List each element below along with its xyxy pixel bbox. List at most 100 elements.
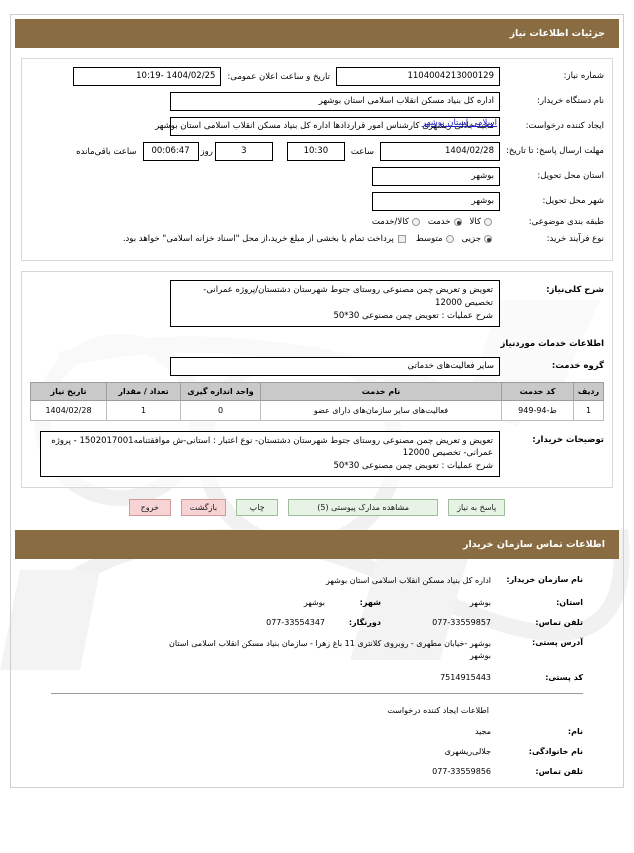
city-value: بوشهر — [372, 192, 500, 211]
radio-classification-khedmat[interactable] — [453, 218, 462, 227]
radio-process-motevaset[interactable] — [445, 234, 454, 243]
cell-code: ط-94-949 — [501, 399, 574, 421]
province-row: استان محل تحویل: بوشهر — [30, 167, 604, 186]
col-code: کد خدمت — [501, 381, 574, 401]
buyer-org-label: نام دستگاه خریدار: — [537, 96, 604, 107]
remaining-days-unit: روز — [200, 146, 213, 157]
requester-first-name-label: نام: — [567, 726, 583, 736]
contact-address-label: آدرس پستی: — [532, 637, 583, 647]
contact-fax-value: 077-33554347 — [266, 617, 325, 627]
contact-address-row: آدرس پستی: بوشهر -خیابان مطهری - روبروی … — [51, 638, 583, 662]
buyer-notes-line-2: عمرانی- تخصیص 12000 — [402, 448, 493, 459]
radio-process-jozi-label: جزیی — [461, 233, 481, 244]
checkbox-treasury-docs[interactable] — [397, 234, 406, 243]
remaining-time-value: 00:06:47 — [142, 142, 199, 161]
deadline-row: مهلت ارسال پاسخ: تا تاریخ: 1404/02/28 سا… — [30, 142, 604, 161]
radio-classification-kala-khedmat-label: کالا/خدمت — [371, 217, 409, 228]
requester-last-name-label: نام خانوادگی: — [528, 746, 583, 756]
print-button[interactable]: چاپ — [236, 498, 279, 516]
page-title: جزئیات اطلاعات نیاز — [15, 19, 619, 48]
province-value: بوشهر — [372, 167, 500, 186]
contact-location-row: استان: بوشهر شهر: بوشهر — [51, 598, 583, 607]
buyer-notes-label: توضیحات خریدار: — [532, 434, 604, 445]
province-label: استان محل تحویل: — [537, 171, 604, 182]
action-buttons: پاسخ به نیاز مشاهده مدارک پیوستی (5) چاپ… — [11, 498, 623, 516]
back-button[interactable]: بازگشت — [180, 498, 227, 516]
need-details-panel: شماره نیاز: 1104004213000129 تاریخ و ساع… — [21, 58, 613, 262]
exit-button[interactable]: خروج — [128, 498, 171, 516]
deadline-hour-value: 10:30 — [286, 142, 345, 161]
contact-city-value: بوشهر — [303, 597, 325, 607]
services-section-title: اطلاعات خدمات موردنیاز — [500, 338, 604, 349]
cell-row: 1 — [573, 399, 604, 421]
radio-process-motevaset-label: متوسط — [415, 233, 443, 244]
creator-row: ایجاد کننده درخواست: مجید جلالی ریشهری ک… — [30, 117, 604, 136]
deadline-label: مهلت ارسال پاسخ: تا تاریخ: — [506, 145, 604, 156]
contact-info: نام سازمان خریدار: اداره کل بنیاد مسکن ا… — [51, 575, 583, 682]
view-attachments-button[interactable]: مشاهده مدارک پیوستی (5) — [288, 498, 439, 516]
creator-value: مجید جلالی ریشهری کارشناس امور قراردادها… — [155, 117, 500, 136]
section-divider — [51, 692, 583, 694]
deadline-hour-label: ساعت — [350, 146, 374, 157]
requester-phone-row: تلفن تماس: 077-33559856 — [51, 767, 583, 776]
services-table: ردیف کد خدمت نام خدمت واحد اندازه گیری ت… — [30, 381, 604, 421]
summary-line-1: تعویض و تعریض چمن مصنوعی روستای جتوط شهر… — [203, 285, 493, 308]
summary-label: شرح کلی‌نیاز: — [546, 285, 604, 296]
deadline-date-value: 1404/02/28 — [380, 142, 500, 161]
radio-classification-khedmat-label: خدمت — [427, 217, 451, 228]
contact-org-row: نام سازمان خریدار: اداره کل بنیاد مسکن ا… — [51, 575, 583, 587]
contact-phone-label: تلفن تماس: — [535, 617, 583, 627]
process-row: نوع فرآیند خرید: جزیی متوسط پرداخت تمام … — [30, 234, 604, 245]
contact-province-value: بوشهر — [469, 597, 491, 607]
contact-postal-row: کد پستی: 7514915443 — [51, 673, 583, 682]
need-number-row: شماره نیاز: 1104004213000129 تاریخ و ساع… — [30, 67, 604, 86]
service-group-label: گروه خدمت: — [551, 360, 604, 371]
contact-org-label: نام سازمان خریدار: — [506, 574, 583, 584]
buyer-org-value: اداره کل بنیاد مسکن انقلاب اسلامی استان … — [170, 92, 500, 111]
need-number-value: 1104004213000129 — [336, 67, 500, 86]
requester-first-name-row: نام: مجید — [51, 727, 583, 736]
contact-postal-label: کد پستی: — [545, 672, 583, 682]
buyer-notes-line-1: تعویض و تعریض چمن مصنوعی روستای جتوط شهر… — [51, 435, 493, 446]
cell-name: فعالیت‌های سایر سازمان‌های دارای عضو — [260, 399, 502, 421]
radio-process-jozi[interactable] — [484, 234, 492, 243]
col-row: ردیف — [573, 381, 604, 401]
contact-postal-value: 7514915443 — [440, 672, 491, 682]
contact-phone-row: تلفن تماس: 077-33559857 دورنگار: 077-335… — [51, 618, 583, 627]
contact-address-value: بوشهر -خیابان مطهری - روبروی کلانتری 11 … — [169, 638, 491, 660]
service-group-value: سایر فعالیت‌های خدماتی — [170, 356, 500, 376]
checkbox-treasury-docs-label: پرداخت تمام یا بخشی از مبلغ خرید،از محل … — [122, 233, 394, 244]
contact-phone-value: 077-33559857 — [432, 617, 491, 627]
contact-section-title: اطلاعات تماس سازمان خریدار — [15, 529, 619, 559]
service-group-row: گروه خدمت: سایر فعالیت‌های خدماتی — [30, 356, 604, 376]
buyer-notes-line-3: شرح عملیات : تعویض چمن مصنوعی 30*50 — [333, 461, 493, 471]
contact-city-label: شهر: — [359, 597, 381, 607]
respond-to-need-button[interactable]: پاسخ به نیاز — [448, 498, 506, 516]
requester-phone-value: 077-33559856 — [432, 766, 491, 776]
col-unit: واحد اندازه گیری — [180, 381, 261, 401]
contact-fax-label: دورنگار: — [348, 617, 381, 627]
remaining-days-value: 3 — [214, 142, 273, 161]
requester-section-title: اطلاعات ایجاد کننده درخواست — [387, 705, 489, 715]
creator-overlap-link[interactable]: اسلامی استان بوشهر — [422, 118, 497, 128]
summary-panel: شرح کلی‌نیاز: تعویض و تعریض چمن مصنوعی ر… — [21, 271, 613, 488]
announce-label: تاریخ و ساعت اعلان عمومی: — [227, 71, 330, 82]
buyer-notes-box: تعویض و تعریض چمن مصنوعی روستای جتوط شهر… — [40, 430, 500, 477]
creator-label: ایجاد کننده درخواست: — [525, 120, 604, 131]
col-date: تاریخ نیاز — [30, 381, 107, 401]
main-frame: جزئیات اطلاعات نیاز شماره نیاز: 11040042… — [10, 14, 624, 788]
announce-value: 1404/02/25 -10:19 — [73, 67, 222, 86]
radio-classification-kala-khedmat[interactable] — [411, 218, 420, 227]
table-row: 1 ط-94-949 فعالیت‌های سایر سازمان‌های دا… — [30, 399, 604, 421]
classification-row: طبقه بندی موضوعی: کالا خدمت کالا/خدمت — [30, 217, 604, 228]
requester-phone-label: تلفن تماس: — [535, 766, 583, 776]
cell-unit: 0 — [180, 399, 261, 421]
need-number-label: شماره نیاز: — [563, 71, 604, 82]
remaining-time-label: ساعت باقی‌مانده — [76, 146, 137, 157]
process-label: نوع فرآیند خرید: — [546, 233, 604, 244]
contact-province-label: استان: — [556, 597, 583, 607]
summary-line-2: شرح عملیات : تعویض چمن مصنوعی 30*50 — [333, 310, 493, 321]
requester-first-name-value: مجید — [474, 726, 491, 736]
radio-classification-kala[interactable] — [484, 218, 492, 227]
